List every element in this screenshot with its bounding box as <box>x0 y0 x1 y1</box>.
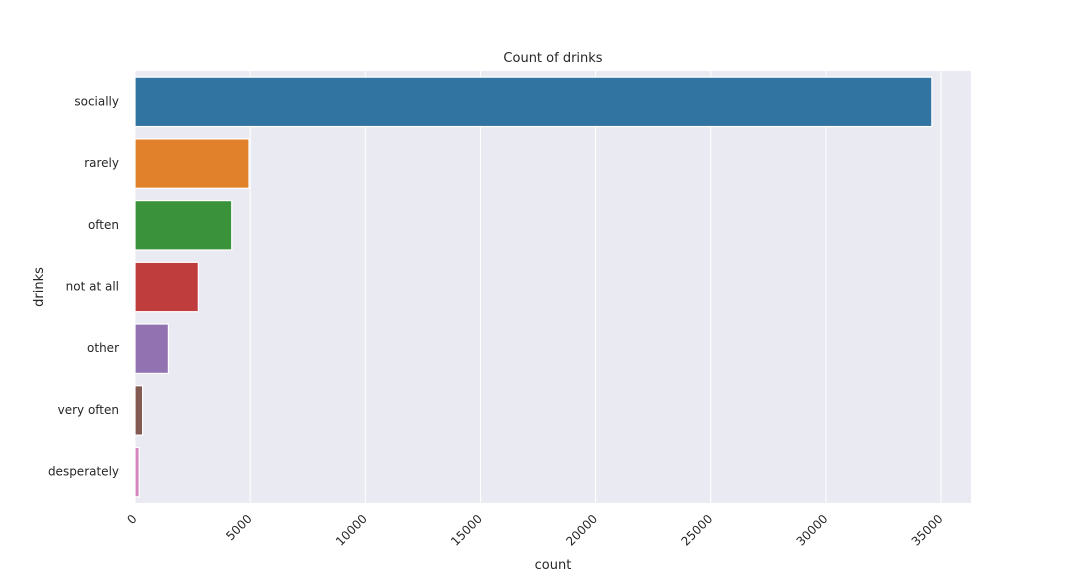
x-tick-label: 35000 <box>909 512 946 549</box>
x-tick-label: 20000 <box>563 512 600 549</box>
x-tick-label: 30000 <box>794 512 831 549</box>
x-tick-label: 5000 <box>223 512 254 543</box>
bar-socially <box>134 76 933 128</box>
chart-title: Count of drinks <box>503 51 602 66</box>
bar-rarely <box>134 138 250 189</box>
x-axis-label: count <box>535 558 572 573</box>
bar-often <box>134 200 233 251</box>
x-tick-label: 10000 <box>333 512 370 549</box>
y-tick-label: desperately <box>48 465 119 479</box>
plot-area <box>135 71 971 503</box>
x-tick-label: 15000 <box>448 512 485 549</box>
y-tick-label: other <box>87 341 119 355</box>
y-tick-labels: socially rarely often not at all other very o… <box>48 94 119 478</box>
x-tick-labels: 0 5000 10000 15000 20000 25000 30000 35000 <box>124 512 945 549</box>
bar-desperately <box>134 446 140 498</box>
y-tick-label: not at all <box>66 280 119 294</box>
x-tick-label: 0 <box>124 512 139 527</box>
y-tick-label: rarely <box>84 156 119 170</box>
bar-very-often <box>134 385 144 436</box>
y-tick-label: often <box>88 218 119 232</box>
bar-not-at-all <box>134 261 199 313</box>
bars <box>134 76 933 498</box>
gridlines <box>134 71 942 503</box>
y-tick-label: socially <box>74 94 119 108</box>
y-tick-label: very often <box>58 403 119 417</box>
y-axis-label: drinks <box>32 267 47 307</box>
bar-other <box>134 323 169 374</box>
x-tick-label: 25000 <box>678 512 715 549</box>
